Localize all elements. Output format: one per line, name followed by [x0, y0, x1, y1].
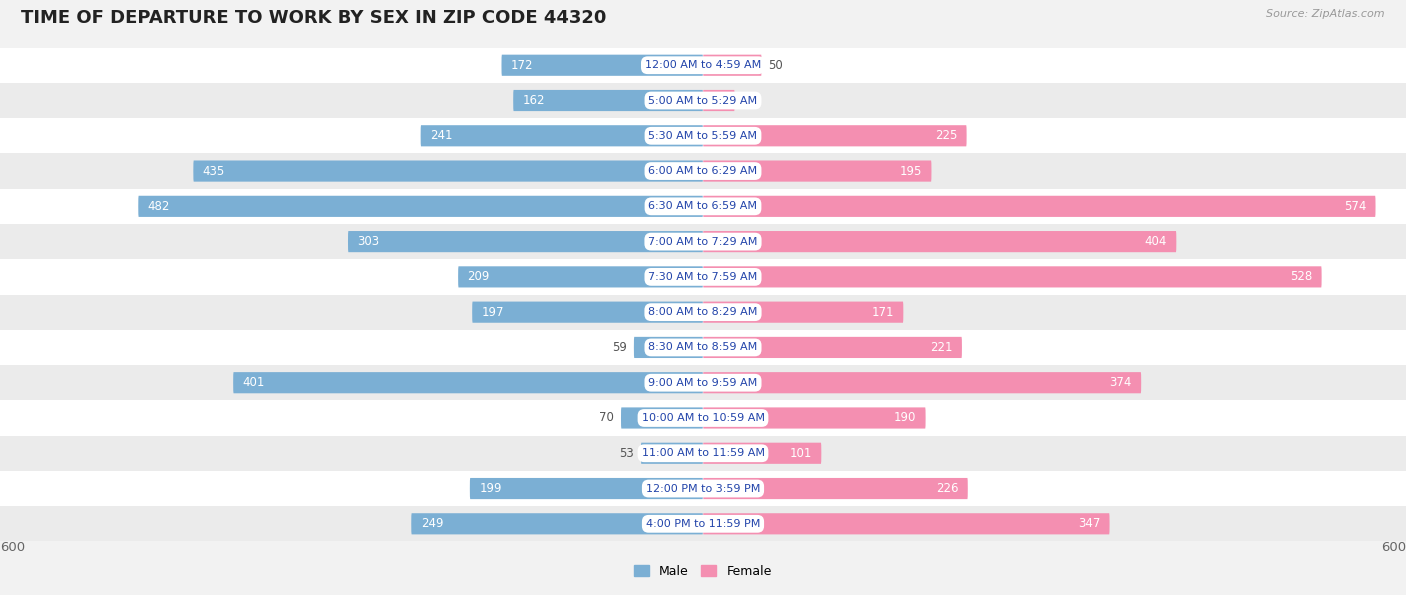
- Bar: [0, 118, 1406, 154]
- Text: 401: 401: [243, 376, 264, 389]
- Text: 70: 70: [599, 412, 614, 424]
- FancyBboxPatch shape: [703, 513, 1109, 534]
- FancyBboxPatch shape: [703, 267, 1322, 287]
- FancyBboxPatch shape: [703, 231, 1177, 252]
- Bar: [0, 189, 1406, 224]
- Bar: [0, 436, 1406, 471]
- Text: 5:00 AM to 5:29 AM: 5:00 AM to 5:29 AM: [648, 96, 758, 105]
- FancyBboxPatch shape: [349, 231, 703, 252]
- Bar: [0, 295, 1406, 330]
- Bar: [0, 224, 1406, 259]
- Text: 404: 404: [1144, 235, 1167, 248]
- FancyBboxPatch shape: [412, 513, 703, 534]
- Text: 225: 225: [935, 129, 957, 142]
- FancyBboxPatch shape: [703, 161, 932, 181]
- Text: 195: 195: [900, 165, 922, 177]
- FancyBboxPatch shape: [472, 302, 703, 322]
- Bar: [0, 259, 1406, 295]
- Bar: [0, 400, 1406, 436]
- FancyBboxPatch shape: [513, 90, 703, 111]
- FancyBboxPatch shape: [194, 161, 703, 181]
- FancyBboxPatch shape: [703, 302, 904, 322]
- Text: 101: 101: [790, 447, 813, 460]
- Text: 249: 249: [420, 517, 443, 530]
- Text: 10:00 AM to 10:59 AM: 10:00 AM to 10:59 AM: [641, 413, 765, 423]
- Text: 435: 435: [202, 165, 225, 177]
- Text: 528: 528: [1291, 270, 1312, 283]
- Bar: [0, 471, 1406, 506]
- Text: 171: 171: [872, 306, 894, 319]
- FancyBboxPatch shape: [634, 337, 703, 358]
- FancyBboxPatch shape: [470, 478, 703, 499]
- Text: 162: 162: [523, 94, 546, 107]
- Bar: [0, 154, 1406, 189]
- FancyBboxPatch shape: [641, 443, 703, 464]
- Text: 11:00 AM to 11:59 AM: 11:00 AM to 11:59 AM: [641, 448, 765, 458]
- Text: 7:30 AM to 7:59 AM: 7:30 AM to 7:59 AM: [648, 272, 758, 282]
- Text: 600: 600: [1381, 541, 1406, 555]
- Text: 209: 209: [467, 270, 489, 283]
- Text: 59: 59: [612, 341, 627, 354]
- Bar: [0, 506, 1406, 541]
- FancyBboxPatch shape: [621, 408, 703, 428]
- FancyBboxPatch shape: [233, 372, 703, 393]
- Text: 190: 190: [894, 412, 917, 424]
- Text: 8:00 AM to 8:29 AM: 8:00 AM to 8:29 AM: [648, 307, 758, 317]
- FancyBboxPatch shape: [458, 267, 703, 287]
- Text: 221: 221: [929, 341, 953, 354]
- Text: 241: 241: [430, 129, 453, 142]
- Text: 197: 197: [481, 306, 505, 319]
- Text: 12:00 AM to 4:59 AM: 12:00 AM to 4:59 AM: [645, 60, 761, 70]
- Text: 12:00 PM to 3:59 PM: 12:00 PM to 3:59 PM: [645, 484, 761, 493]
- FancyBboxPatch shape: [703, 478, 967, 499]
- Text: TIME OF DEPARTURE TO WORK BY SEX IN ZIP CODE 44320: TIME OF DEPARTURE TO WORK BY SEX IN ZIP …: [21, 9, 606, 27]
- Text: Source: ZipAtlas.com: Source: ZipAtlas.com: [1267, 9, 1385, 19]
- Text: 5:30 AM to 5:59 AM: 5:30 AM to 5:59 AM: [648, 131, 758, 141]
- FancyBboxPatch shape: [420, 125, 703, 146]
- FancyBboxPatch shape: [138, 196, 703, 217]
- Text: 6:00 AM to 6:29 AM: 6:00 AM to 6:29 AM: [648, 166, 758, 176]
- Text: 172: 172: [510, 59, 533, 72]
- Text: 482: 482: [148, 200, 170, 213]
- Text: 9:00 AM to 9:59 AM: 9:00 AM to 9:59 AM: [648, 378, 758, 388]
- Legend: Male, Female: Male, Female: [630, 560, 776, 583]
- FancyBboxPatch shape: [703, 337, 962, 358]
- FancyBboxPatch shape: [703, 55, 762, 76]
- Text: 574: 574: [1344, 200, 1367, 213]
- Text: 600: 600: [0, 541, 25, 555]
- Text: 27: 27: [742, 94, 756, 107]
- Text: 6:30 AM to 6:59 AM: 6:30 AM to 6:59 AM: [648, 201, 758, 211]
- Text: 303: 303: [357, 235, 380, 248]
- Text: 226: 226: [936, 482, 959, 495]
- Bar: [0, 83, 1406, 118]
- FancyBboxPatch shape: [703, 408, 925, 428]
- FancyBboxPatch shape: [703, 125, 967, 146]
- Bar: [0, 48, 1406, 83]
- Text: 199: 199: [479, 482, 502, 495]
- Bar: [0, 365, 1406, 400]
- Bar: [0, 330, 1406, 365]
- Text: 8:30 AM to 8:59 AM: 8:30 AM to 8:59 AM: [648, 343, 758, 352]
- Text: 53: 53: [619, 447, 634, 460]
- FancyBboxPatch shape: [703, 372, 1142, 393]
- Text: 374: 374: [1109, 376, 1132, 389]
- Text: 4:00 PM to 11:59 PM: 4:00 PM to 11:59 PM: [645, 519, 761, 529]
- Text: 347: 347: [1078, 517, 1099, 530]
- FancyBboxPatch shape: [703, 90, 734, 111]
- FancyBboxPatch shape: [703, 443, 821, 464]
- FancyBboxPatch shape: [703, 196, 1375, 217]
- Text: 7:00 AM to 7:29 AM: 7:00 AM to 7:29 AM: [648, 237, 758, 246]
- Text: 50: 50: [769, 59, 783, 72]
- FancyBboxPatch shape: [502, 55, 703, 76]
